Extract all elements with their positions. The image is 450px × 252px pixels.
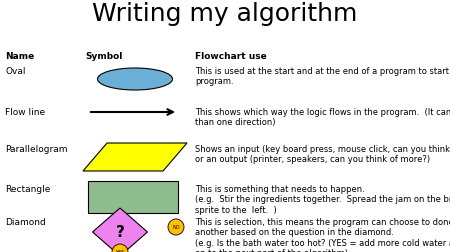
Polygon shape <box>93 208 148 252</box>
Text: NO: NO <box>172 225 180 230</box>
Ellipse shape <box>98 69 172 91</box>
Text: ?: ? <box>116 225 125 240</box>
Text: Flowchart use: Flowchart use <box>195 52 267 61</box>
Text: Diamond: Diamond <box>5 217 46 226</box>
Text: YES: YES <box>115 249 125 252</box>
Text: Symbol: Symbol <box>85 52 122 61</box>
Text: Oval: Oval <box>5 67 26 76</box>
Text: Flow line: Flow line <box>5 108 45 116</box>
Text: This is selection, this means the program can choose to done thing or
another ba: This is selection, this means the progra… <box>195 217 450 252</box>
Text: This is something that needs to happen.
(e.g.  Stir the ingredients together.  S: This is something that needs to happen. … <box>195 184 450 214</box>
Ellipse shape <box>168 219 184 235</box>
Text: Name: Name <box>5 52 34 61</box>
Text: Rectangle: Rectangle <box>5 184 50 193</box>
Ellipse shape <box>112 244 128 252</box>
Bar <box>88 181 178 213</box>
Text: Parallelogram: Parallelogram <box>5 144 67 153</box>
Text: Writing my algorithm: Writing my algorithm <box>92 2 358 26</box>
Text: This is used at the start and at the end of a program to start and stop the
prog: This is used at the start and at the end… <box>195 67 450 86</box>
Polygon shape <box>83 143 187 171</box>
Text: Shows an input (key board press, mouse click, can you think of any others?)
or a: Shows an input (key board press, mouse c… <box>195 144 450 164</box>
Text: This shows which way the logic flows in the program.  (It can go in more
than on: This shows which way the logic flows in … <box>195 108 450 127</box>
